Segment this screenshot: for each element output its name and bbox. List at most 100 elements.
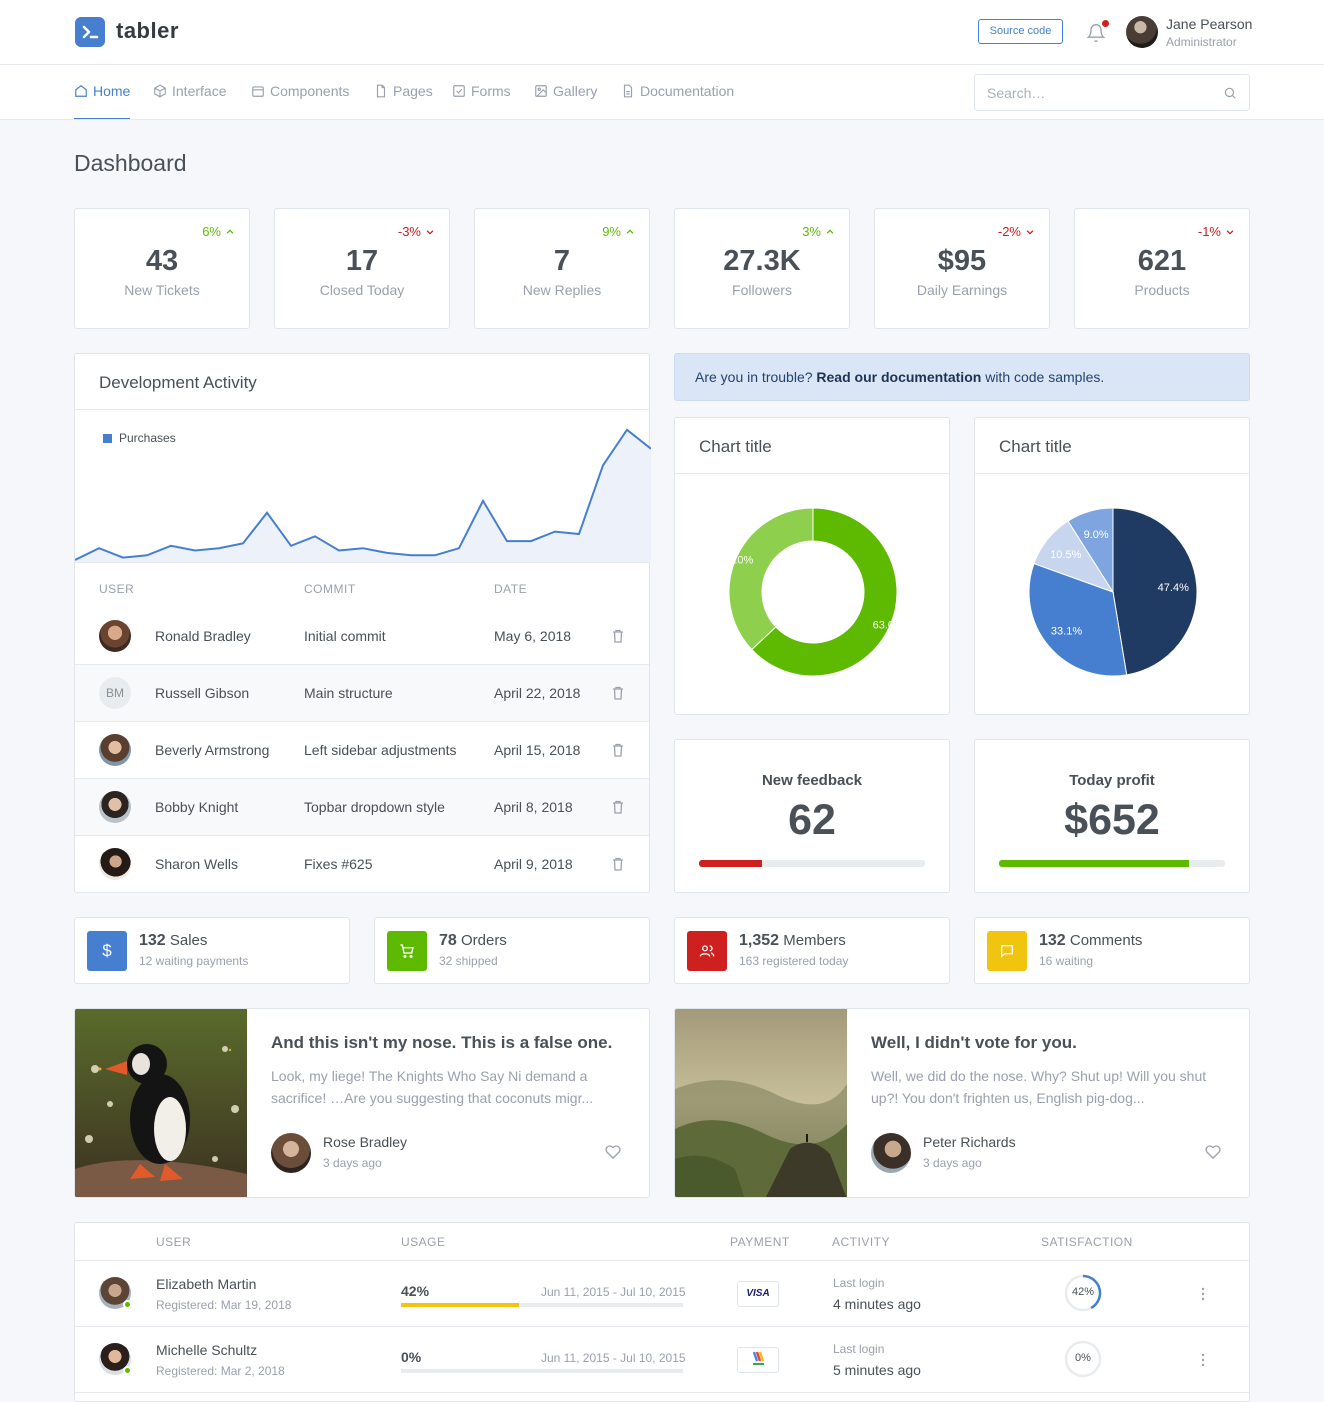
kpi-number: 78	[439, 932, 457, 949]
author-name[interactable]: Rose Bradley	[323, 1134, 408, 1150]
divider	[75, 835, 649, 836]
heart-icon[interactable]	[1205, 1144, 1221, 1160]
commit-row[interactable]: Beverly Armstrong Left sidebar adjustment…	[75, 722, 649, 779]
stat-delta: 9%	[602, 224, 635, 239]
divider	[75, 409, 649, 410]
trash-icon[interactable]	[612, 629, 624, 643]
more-options-icon[interactable]	[1201, 1353, 1205, 1367]
online-status-dot	[123, 1300, 132, 1309]
commit-message: Fixes #625	[304, 856, 373, 872]
pie-slice[interactable]	[1112, 507, 1198, 676]
divider	[75, 1326, 1249, 1327]
commit-date: April 8, 2018	[494, 799, 573, 815]
orders-card: 78 Orders 32 shipped	[374, 917, 650, 984]
tabler-logo-icon[interactable]	[75, 17, 105, 47]
usage-progress	[401, 1369, 683, 1373]
user-name: Michelle Schultz	[156, 1342, 258, 1358]
column-header-user: User	[156, 1235, 192, 1249]
column-header-commit: Commit	[304, 582, 356, 596]
nav-interface[interactable]: Interface	[153, 83, 226, 99]
top-bar: tabler Source code Jane Pearson Administ…	[0, 0, 1324, 65]
commit-row[interactable]: BM Russell Gibson Main structure April 22, …	[75, 665, 649, 722]
landscape-photo[interactable]	[675, 1009, 847, 1198]
more-options-icon[interactable]	[1201, 1287, 1205, 1301]
bell-icon[interactable]	[1086, 22, 1106, 44]
commit-user: Sharon Wells	[155, 856, 239, 872]
trash-icon[interactable]	[612, 800, 624, 814]
delta-value: -3%	[397, 224, 421, 239]
author-avatar[interactable]	[271, 1133, 311, 1173]
search-box	[974, 74, 1250, 111]
slice-label: 37.0%	[722, 554, 753, 566]
development-activity-card: Development Activity Purchases User Comm…	[74, 353, 651, 893]
stat-label: Followers	[732, 282, 792, 298]
kpi-title: 132 Comments	[1039, 932, 1142, 950]
blog-title[interactable]: Well, I didn't vote for you.	[871, 1033, 1077, 1052]
commit-date: April 15, 2018	[494, 742, 581, 758]
pie-slice[interactable]	[728, 507, 814, 651]
trash-icon[interactable]	[612, 857, 624, 871]
commit-row[interactable]: Ronald Bradley Initial commit May 6, 2018	[75, 608, 649, 665]
satisfaction-value: 42%	[1071, 1286, 1095, 1298]
commit-message: Main structure	[304, 685, 393, 701]
nav-documentation[interactable]: Documentation	[621, 83, 734, 99]
nav-pages[interactable]: Pages	[374, 83, 433, 99]
nav-forms[interactable]: Forms	[452, 83, 511, 99]
pie-chart-card: Chart title 47.4% 33.1% 10.5% 9.0%	[974, 417, 1250, 715]
trash-icon[interactable]	[612, 686, 624, 700]
usage-period: Jun 11, 2015 - Jul 10, 2015	[541, 1351, 686, 1365]
author-avatar[interactable]	[871, 1133, 911, 1173]
blog-card-puffin: And this isn't my nose. This is a false …	[74, 1008, 650, 1198]
activity-value: 4 minutes ago	[833, 1296, 921, 1312]
user-avatar	[99, 734, 131, 766]
commit-user: Russell Gibson	[155, 685, 250, 701]
divider	[75, 664, 649, 665]
brand-name[interactable]: tabler	[116, 18, 179, 43]
stat-delta: -2%	[998, 224, 1035, 239]
commit-row[interactable]: Bobby Knight Topbar dropdown style April 8…	[75, 779, 649, 836]
chevron-up-icon	[826, 228, 834, 234]
stat-label: Products	[1134, 282, 1190, 298]
card-title: Today profit	[1069, 772, 1155, 789]
heart-icon[interactable]	[605, 1144, 621, 1160]
trash-icon[interactable]	[612, 743, 624, 757]
pie-slice[interactable]	[1067, 507, 1114, 594]
pie-slice[interactable]	[1028, 562, 1128, 677]
nav-home[interactable]: Home	[74, 83, 130, 99]
author-name[interactable]: Peter Richards	[923, 1134, 1016, 1150]
blog-excerpt: Look, my liege! The Knights Who Say Ni d…	[271, 1068, 594, 1106]
user-row[interactable]: Michelle Schultz Registered: Mar 2, 2018 0…	[75, 1327, 1249, 1393]
chevron-up-icon	[226, 228, 234, 234]
series-line-purchases	[75, 428, 651, 561]
user-row[interactable]: Elizabeth Martin Registered: Mar 19, 2018…	[75, 1261, 1249, 1327]
purchases-area-chart	[75, 428, 651, 562]
stat-delta: 3%	[802, 224, 835, 239]
check-square-icon	[453, 85, 465, 97]
divider	[75, 1392, 1249, 1393]
chevron-down-icon	[1026, 229, 1034, 235]
commit-user: Beverly Armstrong	[155, 742, 270, 758]
user-name[interactable]: Jane Pearson	[1166, 16, 1253, 32]
stat-value: 621	[1137, 245, 1187, 277]
search-icon[interactable]	[1223, 86, 1237, 100]
box-icon	[154, 84, 166, 98]
chevron-up-icon	[626, 228, 634, 234]
divider	[975, 473, 1249, 474]
search-input[interactable]	[975, 75, 1205, 110]
stat-value: 27.3K	[723, 245, 801, 277]
comments-card: 132 Comments 16 waiting	[974, 917, 1250, 984]
commit-row[interactable]: Sharon Wells Fixes #625 April 9, 2018	[75, 836, 649, 893]
pie-chart: 47.4% 33.1% 10.5%9.0%	[1028, 507, 1198, 677]
divider	[75, 1260, 1249, 1261]
documentation-link[interactable]: Read our documentation	[816, 369, 982, 385]
pie-slice[interactable]	[751, 507, 898, 677]
usage-percent: 0%	[401, 1349, 422, 1365]
nav-label: Forms	[471, 83, 511, 99]
active-tab-indicator	[74, 118, 130, 119]
puffin-photo[interactable]	[75, 1009, 247, 1198]
user-avatar[interactable]	[1126, 16, 1158, 48]
nav-components[interactable]: Components	[251, 83, 349, 99]
source-code-button[interactable]: Source code	[978, 19, 1063, 44]
nav-gallery[interactable]: Gallery	[534, 83, 597, 99]
blog-title[interactable]: And this isn't my nose. This is a false …	[271, 1033, 613, 1052]
